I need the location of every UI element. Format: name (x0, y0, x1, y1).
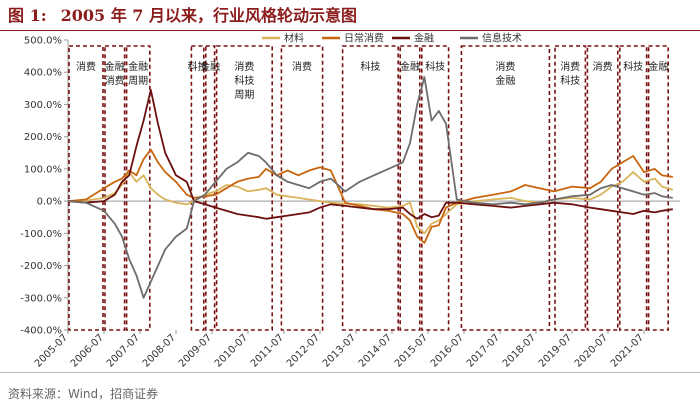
x-tick-label: 2013-07 (321, 332, 358, 369)
x-tick-label: 2011-07 (249, 332, 286, 369)
y-tick-label: 400.0% (24, 68, 62, 79)
title-rule (0, 30, 700, 31)
period-label: 消费 (560, 60, 580, 73)
period-label: 金融 (495, 74, 515, 87)
x-tick-label: 2018-07 (501, 332, 538, 369)
figure-number: 图 1: (8, 6, 47, 25)
x-tick-label: 2008-07 (141, 332, 178, 369)
period-box (341, 45, 400, 331)
period-label: 周期 (128, 75, 148, 87)
y-tick-label: -200.0% (20, 261, 62, 272)
period-label: 消费 (234, 60, 254, 73)
period-label: 科技 (360, 60, 380, 73)
period-label: 科技 (188, 60, 208, 73)
period-box (215, 45, 274, 331)
x-tick-label: 2019-07 (537, 332, 574, 369)
x-tick-label: 2009-07 (177, 332, 214, 369)
series-line (67, 148, 673, 244)
period-label: 金融 (128, 60, 148, 73)
period-label: 消费 (105, 74, 125, 87)
legend-label: 金融 (414, 32, 434, 45)
y-tick-label: 100.0% (24, 164, 62, 175)
y-tick-label: 300.0% (24, 100, 62, 111)
x-tick-label: 2014-07 (357, 332, 394, 369)
series-line (67, 171, 674, 235)
period-label: 科技 (234, 74, 254, 87)
x-tick-label: 2012-07 (285, 332, 322, 369)
period-label: 金融 (648, 60, 668, 73)
y-tick-label: -400.0% (20, 326, 62, 337)
x-tick-label: 2007-07 (105, 332, 142, 369)
period-label: 消费 (76, 60, 96, 73)
period-box (460, 45, 551, 331)
y-tick-label: 500.0% (24, 36, 62, 47)
period-label: 周期 (234, 89, 254, 101)
period-box (420, 45, 450, 331)
period-label: 消费 (292, 60, 312, 73)
x-tick-label: 2016-07 (429, 332, 466, 369)
period-box (280, 45, 324, 331)
x-tick-label: 2015-07 (393, 332, 430, 369)
x-tick-label: 2021-07 (609, 332, 646, 369)
period-label: 金融 (200, 60, 220, 73)
x-tick-label: 2006-07 (69, 332, 106, 369)
period-label: 金融 (105, 60, 125, 73)
y-tick-label: 0.0% (37, 197, 62, 208)
y-tick-label: -300.0% (20, 293, 62, 304)
x-tick-label: 2020-07 (573, 332, 610, 369)
period-label: 科技 (560, 74, 580, 87)
period-box (190, 45, 205, 331)
period-label: 消费 (495, 60, 515, 73)
series-line (67, 89, 673, 220)
period-box (399, 45, 421, 331)
y-tick-label: 200.0% (24, 132, 62, 143)
series-lines (67, 76, 674, 299)
series-line (67, 76, 673, 299)
x-tick-label: 2010-07 (213, 332, 250, 369)
rotation-chart: 500.0% 400.0% 300.0% 200.0% 100.0% 0.0% -100.0… (20, 32, 680, 370)
legend-label: 材料 (284, 32, 304, 45)
period-box (125, 45, 151, 331)
legend-label: 信息技术 (482, 32, 522, 45)
period-label: 科技 (425, 60, 445, 73)
figure-title-text: 2005 年 7 月以来，行业风格轮动示意图 (60, 6, 358, 25)
period-box (554, 45, 587, 331)
period-box (68, 45, 104, 331)
period-box (205, 45, 216, 331)
figure-title: 图 1: 2005 年 7 月以来，行业风格轮动示意图 (8, 4, 357, 28)
x-tick-label: 2017-07 (465, 332, 502, 369)
x-tick-label: 2005-07 (33, 332, 70, 369)
source-rule (0, 372, 700, 373)
y-tick-label: -100.0% (20, 229, 62, 240)
source-note: 资料来源：Wind，招商证券 (8, 387, 159, 401)
period-label: 金融 (400, 60, 420, 73)
period-box (104, 45, 126, 331)
legend-label: 日常消费 (344, 32, 384, 45)
period-label: 消费 (593, 60, 613, 73)
legend: 材料 日常消费 金融 信息技术 (262, 32, 522, 45)
period-label: 科技 (623, 60, 643, 73)
